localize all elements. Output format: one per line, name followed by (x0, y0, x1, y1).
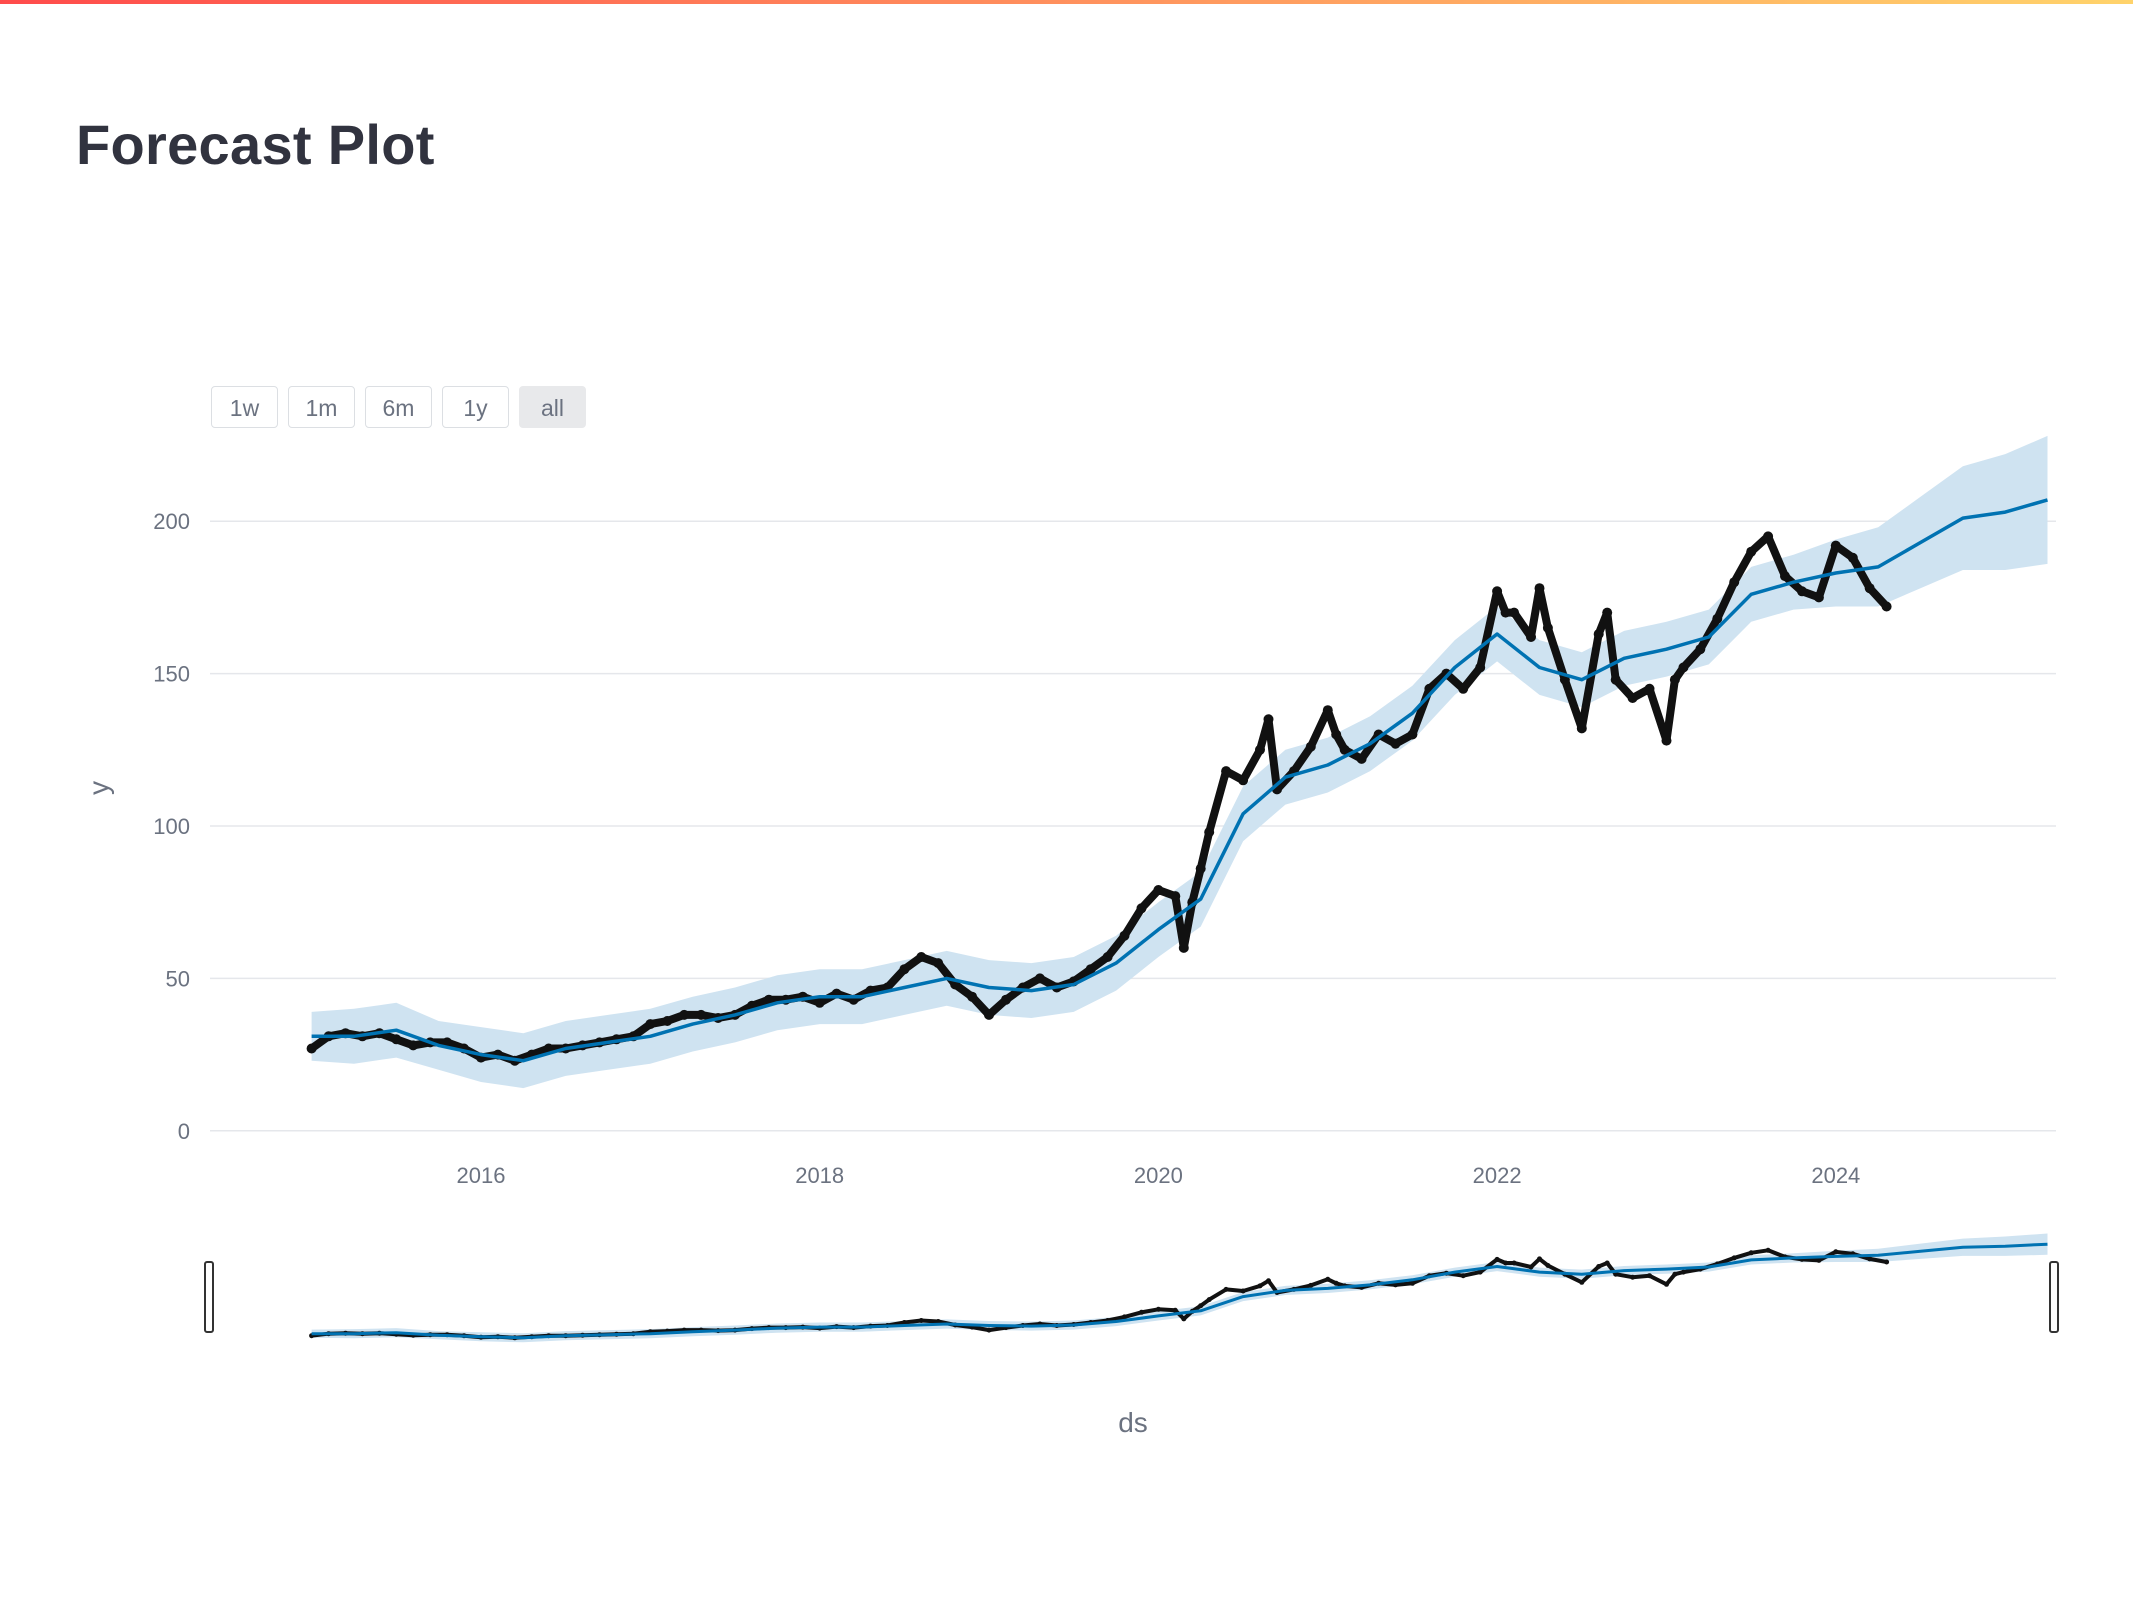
slider-band-layer (311, 1233, 2048, 1343)
uncertainty-band (311, 1233, 2048, 1343)
top-accent-bar (0, 0, 2133, 4)
x-tick-label: 2020 (1134, 1163, 1183, 1188)
x-tick-labels: 2016 2018 2020 2022 2024 (456, 1163, 1860, 1188)
range-button-1w[interactable]: 1w (211, 386, 278, 428)
range-button-1m[interactable]: 1m (288, 386, 355, 428)
grid-lines (210, 520, 2056, 1132)
y-tick-label: 50 (166, 966, 190, 991)
uncertainty-band-layer (311, 435, 2048, 1089)
forecast-line-layer (311, 498, 2048, 1063)
y-tick-label: 100 (153, 814, 190, 839)
range-button-6m[interactable]: 6m (365, 386, 432, 428)
y-axis-title: y (83, 781, 114, 795)
range-slider-left-handle[interactable] (204, 1261, 214, 1333)
x-tick-label: 2018 (795, 1163, 844, 1188)
x-tick-label: 2024 (1811, 1163, 1860, 1188)
forecast-line (311, 1242, 2048, 1340)
y-tick-labels: 0 50 100 150 200 (153, 509, 190, 1144)
range-slider[interactable] (204, 1233, 2059, 1343)
range-button-all[interactable]: all (519, 386, 586, 428)
y-tick-label: 150 (153, 662, 190, 687)
x-tick-label: 2022 (1473, 1163, 1522, 1188)
slider-forecast-layer (311, 1242, 2048, 1340)
page-title: Forecast Plot (76, 113, 435, 176)
y-tick-label: 0 (178, 1119, 190, 1144)
x-tick-label: 2016 (456, 1163, 505, 1188)
x-axis-title: ds (1118, 1407, 1148, 1438)
y-tick-label: 200 (153, 509, 190, 534)
range-slider-right-handle[interactable] (2049, 1261, 2059, 1333)
forecast-line (311, 498, 2048, 1063)
uncertainty-band (311, 435, 2048, 1089)
range-button-1y[interactable]: 1y (442, 386, 509, 428)
